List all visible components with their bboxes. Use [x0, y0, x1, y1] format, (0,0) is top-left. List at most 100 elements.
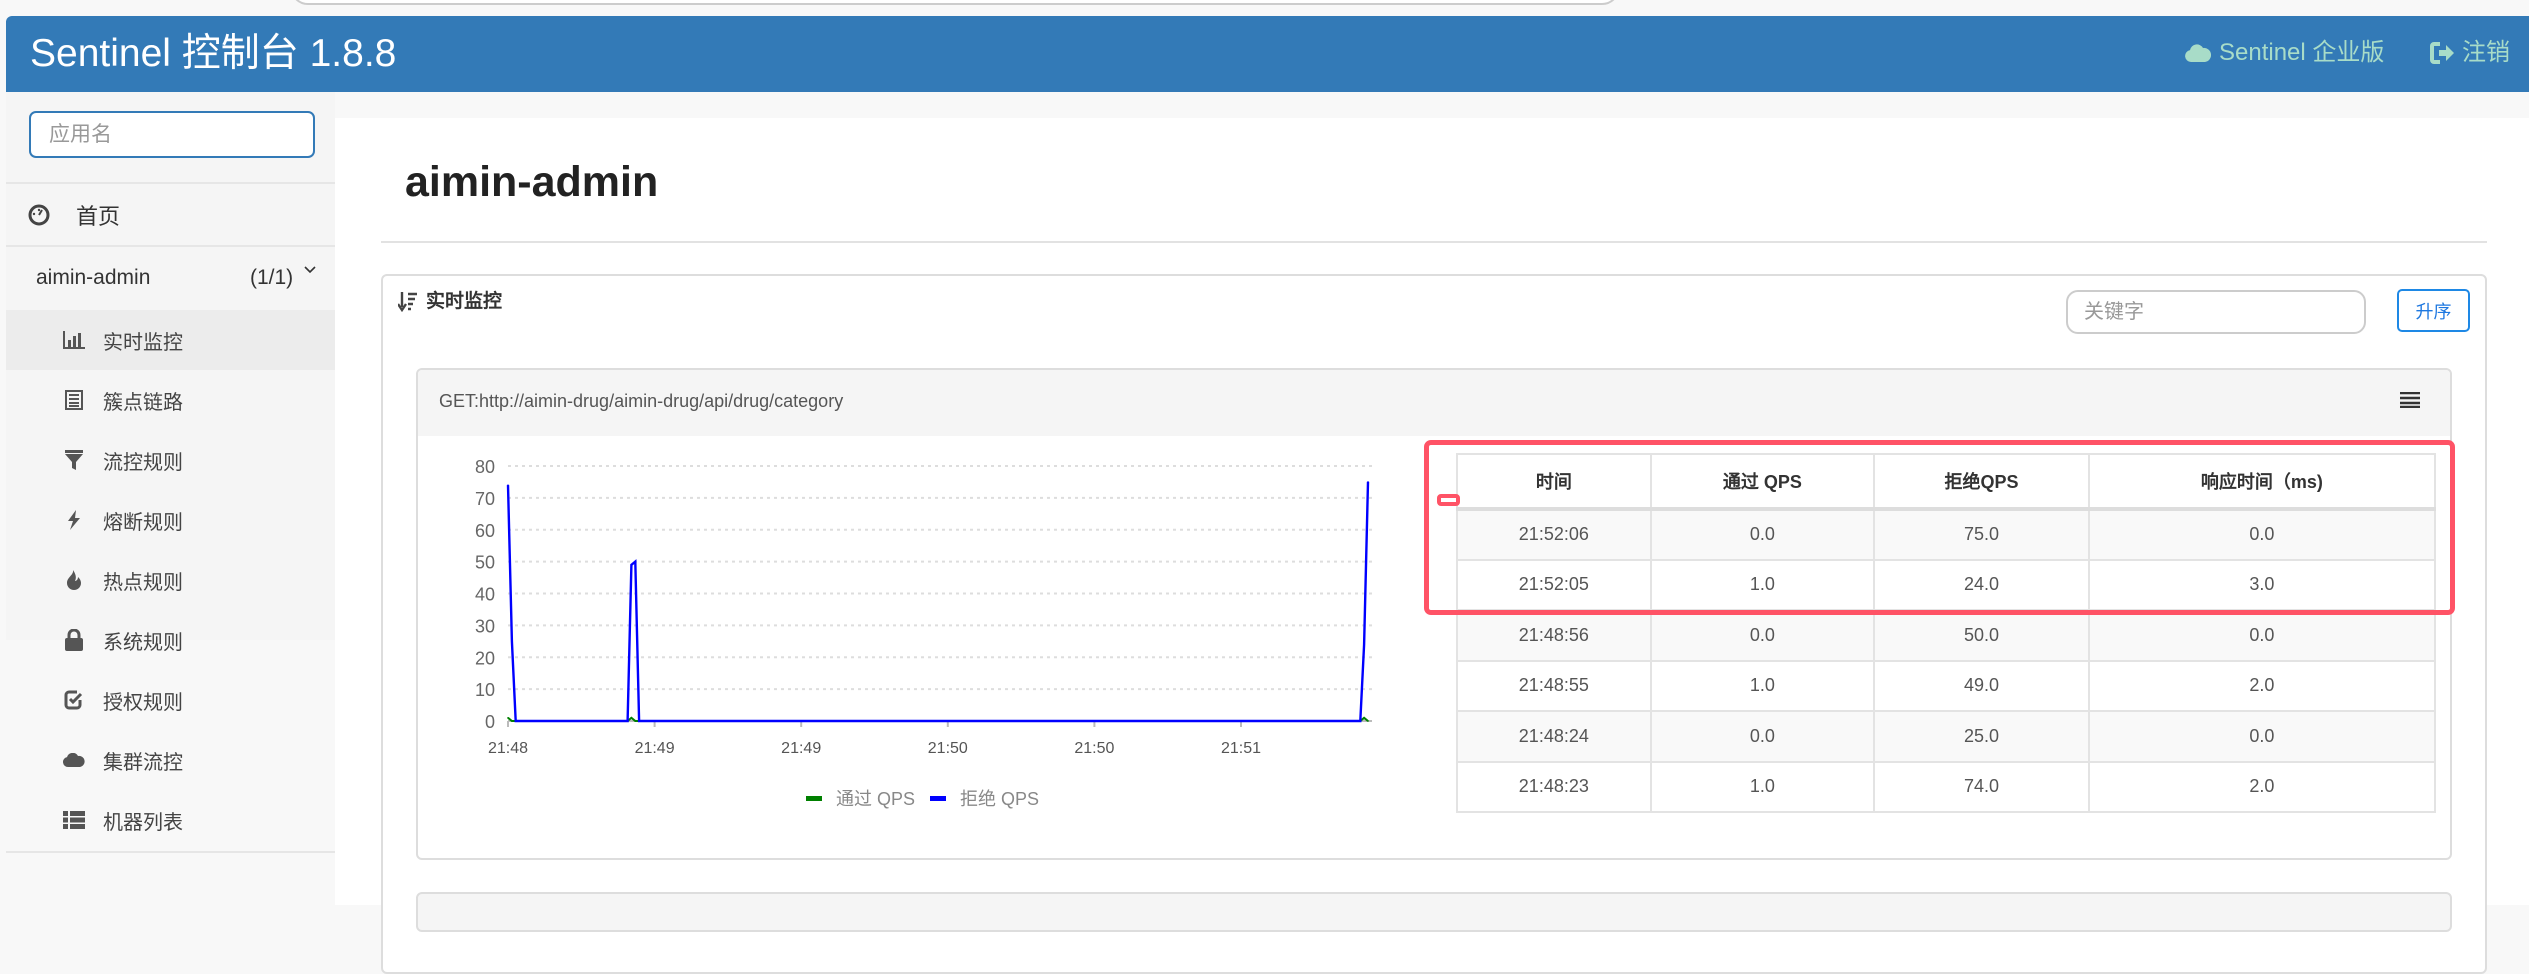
table-cell: 1.0: [1649, 558, 1876, 611]
browser-address-bar: [290, 0, 1620, 5]
table-cell: 0.0: [2087, 710, 2437, 763]
sidebar-item-realtime[interactable]: 实时监控: [6, 310, 335, 370]
legend-swatch: [930, 795, 946, 801]
table-row: 21:48:56 0.0 50.0 0.0: [1456, 609, 2437, 662]
table-cell: 21:52:05: [1456, 558, 1652, 611]
data-point: [1359, 720, 1362, 722]
bar-chart-icon: [61, 331, 87, 349]
col-time: 时间: [1456, 453, 1652, 511]
col-block-qps: 拒绝QPS: [1873, 453, 2090, 511]
x-tick-label: 21:48: [488, 740, 528, 757]
logout-link[interactable]: 注销: [2430, 38, 2510, 68]
data-point: [634, 720, 637, 722]
table-cell: 1.0: [1649, 659, 1876, 712]
sidebar-lower-bg: [6, 640, 335, 905]
sidebar-item-flow-rules[interactable]: 流控规则: [6, 430, 335, 490]
data-point: [630, 717, 633, 719]
highlight-marker: [1437, 494, 1460, 506]
table-cell: 0.0: [2087, 508, 2437, 561]
x-tick-label: 21:50: [1074, 740, 1114, 757]
y-tick-label: 10: [475, 680, 495, 700]
legend-item-pass[interactable]: 通过 QPS: [806, 785, 915, 811]
divider: [6, 245, 335, 247]
table-row: 21:48:55 1.0 49.0 2.0: [1456, 659, 2437, 712]
y-tick-label: 40: [475, 585, 495, 605]
sidebar-item-cluster-flow[interactable]: 集群流控: [6, 730, 335, 790]
enterprise-label: Sentinel 企业版: [2219, 39, 2385, 66]
table-cell: 21:48:24: [1456, 710, 1652, 763]
table-row: 21:52:05 1.0 24.0 3.0: [1456, 558, 2437, 611]
top-navbar: Sentinel 控制台 1.8.8 Sentinel 企业版 注销: [6, 16, 2529, 92]
y-tick-label: 60: [475, 521, 495, 541]
app-menu-aimin-admin[interactable]: aimin-admin (1/1): [6, 246, 335, 310]
fire-icon: [61, 570, 87, 590]
data-point: [507, 717, 509, 719]
cloud-icon: [2185, 44, 2211, 62]
x-tick-label: 21:49: [635, 740, 675, 757]
data-point: [638, 720, 640, 722]
filter-icon: [61, 450, 87, 470]
keyword-input[interactable]: [2066, 290, 2366, 334]
dashboard-icon: [28, 204, 50, 226]
y-tick-label: 0: [485, 712, 495, 732]
lock-icon: [61, 629, 87, 651]
sidebar-item-label: 熔断规则: [103, 511, 183, 534]
data-point: [507, 484, 509, 486]
flash-icon: [61, 510, 87, 530]
divider: [6, 851, 335, 853]
data-point: [1363, 717, 1365, 719]
legend-item-block[interactable]: 拒绝 QPS: [930, 785, 1039, 811]
table-cell: 21:52:06: [1456, 508, 1652, 561]
table-cell: 74.0: [1873, 760, 2090, 813]
brand-title[interactable]: Sentinel 控制台 1.8.8: [30, 32, 397, 75]
resource-name: GET:http://aimin-drug/aimin-drug/api/dru…: [439, 391, 844, 411]
sidebar-item-label: 机器列表: [103, 811, 183, 834]
data-point: [514, 720, 517, 722]
data-point: [634, 560, 637, 563]
table-cell: 50.0: [1873, 609, 2090, 662]
sidebar-item-label: 授权规则: [103, 691, 183, 714]
y-tick-label: 30: [475, 616, 495, 636]
table-cell: 0.0: [1649, 508, 1876, 561]
data-point: [511, 640, 513, 643]
chevron-down-icon: [304, 266, 316, 274]
resource-card-header: GET:http://aimin-drug/aimin-drug/api/dru…: [418, 370, 2450, 436]
sidebar-item-cluster-link[interactable]: 簇点链路: [6, 370, 335, 430]
page-title: aimin-admin: [405, 158, 659, 206]
x-tick-label: 21:50: [928, 740, 968, 757]
qps-line-chart: 0 10 20 30 40 50 60 70 80 21:48 21:49 21:49 21:50 21:…: [475, 457, 1372, 757]
table-cell: 25.0: [1873, 710, 2090, 763]
logout-icon: [2430, 42, 2454, 64]
table-row: 21:48:23 1.0 74.0 2.0: [1456, 760, 2437, 813]
sidebar: 搜索 首页 aimin-admin (1/1) 实时监控 簇点链路 流控规则 熔…: [6, 92, 335, 905]
sidebar-item-param-rules[interactable]: 热点规则: [6, 550, 335, 610]
table-cell: 0.0: [1649, 609, 1876, 662]
menu-icon[interactable]: [2400, 392, 2420, 408]
app-search-input[interactable]: [31, 113, 313, 156]
table-cell: 21:48:55: [1456, 659, 1652, 712]
sidebar-item-system-rules[interactable]: 系统规则: [6, 610, 335, 670]
sidebar-item-authority-rules[interactable]: 授权规则: [6, 670, 335, 730]
sort-ascending-button[interactable]: 升序: [2397, 289, 2470, 332]
enterprise-link[interactable]: Sentinel 企业版: [2185, 38, 2384, 68]
data-point: [511, 720, 513, 722]
sidebar-item-machines[interactable]: 机器列表: [6, 790, 335, 850]
sidebar-item-label: 簇点链路: [103, 391, 183, 414]
sidebar-item-label: 实时监控: [103, 331, 183, 354]
app-name: aimin-admin: [36, 266, 151, 289]
data-point: [1367, 720, 1369, 722]
legend-label: 通过 QPS: [836, 789, 916, 809]
legend-swatch: [806, 795, 822, 801]
check-icon: [61, 690, 87, 710]
x-tick-label: 21:51: [1221, 740, 1261, 757]
data-point: [1367, 481, 1369, 483]
data-point: [630, 564, 633, 566]
table-cell: 49.0: [1873, 659, 2090, 712]
section-heading: 实时监控: [398, 288, 502, 316]
logout-label: 注销: [2462, 39, 2510, 66]
table-cell: 75.0: [1873, 508, 2090, 561]
sidebar-item-home[interactable]: 首页: [6, 184, 335, 246]
sidebar-item-degrade-rules[interactable]: 熔断规则: [6, 490, 335, 550]
x-tick-label: 21:49: [781, 740, 821, 757]
resource-card: [416, 892, 2452, 932]
